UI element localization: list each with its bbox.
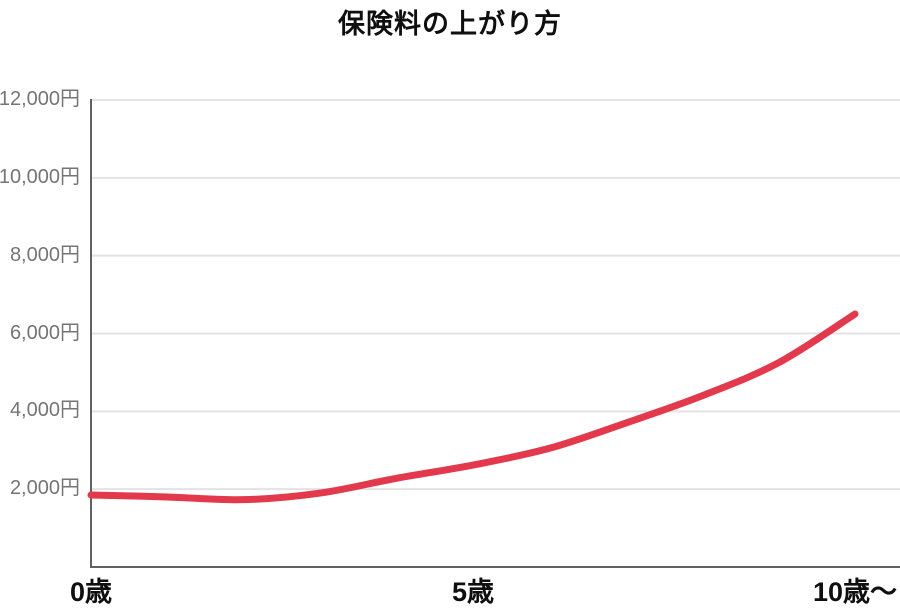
y-tick-label: 8,000円	[9, 243, 80, 266]
x-tick-label: 5歳	[451, 577, 495, 607]
y-tick-label: 2,000円	[9, 477, 80, 500]
x-tick-label: 0歳	[69, 577, 113, 607]
y-tick-label: 10,000円	[0, 165, 80, 188]
chart-title: 保険料の上がり方	[338, 9, 562, 39]
x-tick-label: 10歳～	[812, 577, 898, 607]
y-tick-label: 4,000円	[9, 399, 80, 422]
y-tick-label: 6,000円	[9, 321, 80, 344]
y-tick-label: 12,000円	[0, 88, 80, 110]
premium-line-series	[87, 310, 859, 504]
